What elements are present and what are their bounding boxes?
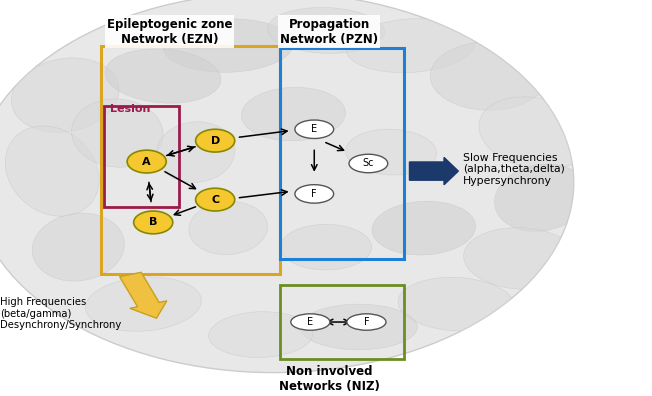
Text: F: F xyxy=(364,317,369,327)
Ellipse shape xyxy=(291,314,330,330)
Text: Slow Frequencies
(alpha,theta,delta)
Hypersynchrony: Slow Frequencies (alpha,theta,delta) Hyp… xyxy=(463,152,565,186)
Ellipse shape xyxy=(295,185,334,203)
Text: F: F xyxy=(312,189,317,199)
Text: A: A xyxy=(142,156,151,167)
Text: Propagation
Network (PZN): Propagation Network (PZN) xyxy=(280,18,378,46)
Ellipse shape xyxy=(347,314,386,330)
Text: Lesion: Lesion xyxy=(110,104,150,114)
Text: C: C xyxy=(211,194,219,205)
Ellipse shape xyxy=(430,42,548,110)
Text: D: D xyxy=(211,136,220,146)
Ellipse shape xyxy=(189,202,267,255)
Ellipse shape xyxy=(11,58,119,132)
Ellipse shape xyxy=(346,129,437,175)
Text: Epileptogenic zone
Network (EZN): Epileptogenic zone Network (EZN) xyxy=(107,18,232,46)
Ellipse shape xyxy=(72,99,163,167)
Ellipse shape xyxy=(295,120,334,139)
Text: B: B xyxy=(149,217,157,227)
Circle shape xyxy=(196,129,235,152)
Text: Non involved
Networks (NIZ): Non involved Networks (NIZ) xyxy=(279,365,379,393)
Ellipse shape xyxy=(300,304,417,350)
Circle shape xyxy=(196,188,235,211)
Ellipse shape xyxy=(209,312,313,358)
Ellipse shape xyxy=(5,126,99,216)
Text: E: E xyxy=(311,124,318,134)
Ellipse shape xyxy=(479,97,590,169)
Ellipse shape xyxy=(85,277,201,331)
Ellipse shape xyxy=(372,201,475,255)
Text: High Frequencies
(beta/gamma)
Desynchrony/Synchrony: High Frequencies (beta/gamma) Desynchron… xyxy=(0,297,121,330)
Text: Sc: Sc xyxy=(363,158,374,168)
Ellipse shape xyxy=(494,164,588,232)
Ellipse shape xyxy=(105,49,221,103)
Ellipse shape xyxy=(346,19,475,72)
Ellipse shape xyxy=(398,277,514,331)
Ellipse shape xyxy=(349,154,388,173)
FancyArrow shape xyxy=(409,157,458,185)
Ellipse shape xyxy=(163,19,293,72)
Ellipse shape xyxy=(241,88,346,141)
Ellipse shape xyxy=(267,8,385,53)
Ellipse shape xyxy=(32,213,125,281)
Ellipse shape xyxy=(0,0,574,373)
Ellipse shape xyxy=(156,122,235,183)
Circle shape xyxy=(134,211,173,234)
Circle shape xyxy=(127,150,166,173)
FancyArrow shape xyxy=(119,272,167,318)
Ellipse shape xyxy=(280,224,372,270)
Text: E: E xyxy=(307,317,314,327)
Ellipse shape xyxy=(464,228,580,289)
